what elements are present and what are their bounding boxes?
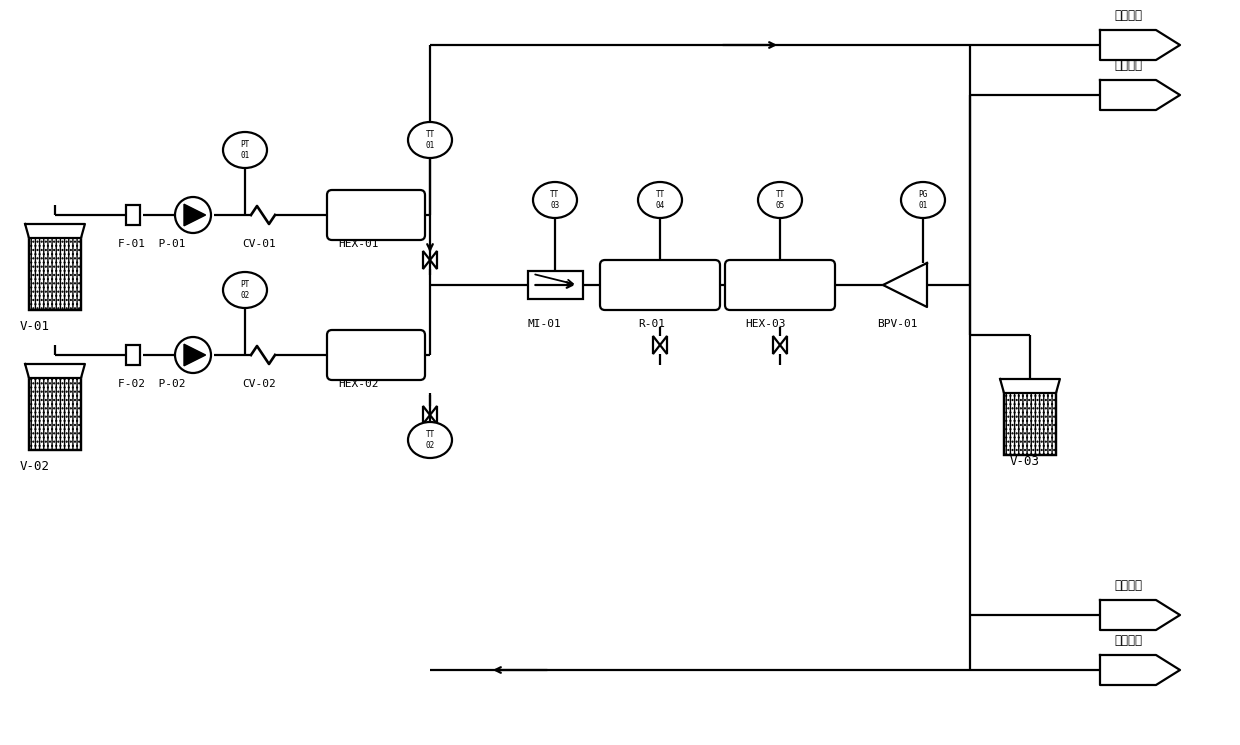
Ellipse shape [223,272,267,308]
Bar [527,271,583,299]
Polygon shape [1100,655,1180,685]
Text: 导热油去: 导热油去 [1114,9,1142,22]
Polygon shape [1001,379,1060,393]
Text: F-02  P-02: F-02 P-02 [118,379,186,389]
FancyBboxPatch shape [725,260,835,310]
Ellipse shape [758,182,802,218]
Text: PG
01: PG 01 [919,190,928,209]
Text: TT
01: TT 01 [425,130,435,150]
Text: F-01  P-01: F-01 P-01 [118,239,186,249]
Text: CV-02: CV-02 [242,379,275,389]
Text: V-02: V-02 [20,460,50,473]
Polygon shape [430,406,436,424]
Bar [29,370,81,450]
Circle shape [175,197,211,233]
Bar [29,230,81,310]
Polygon shape [184,344,206,366]
FancyBboxPatch shape [327,330,425,380]
Text: PT
02: PT 02 [241,280,249,299]
Ellipse shape [408,422,453,458]
Polygon shape [423,406,430,424]
Polygon shape [430,251,436,269]
Ellipse shape [901,182,945,218]
Text: 导热油进: 导热油进 [1114,634,1142,647]
Ellipse shape [639,182,682,218]
Text: HEX-01: HEX-01 [339,239,378,249]
Text: CV-01: CV-01 [242,239,275,249]
FancyBboxPatch shape [600,260,720,310]
Polygon shape [1100,80,1180,110]
Text: 循环水去: 循环水去 [1114,59,1142,72]
Text: V-03: V-03 [1011,455,1040,468]
Polygon shape [883,263,928,307]
Text: V-01: V-01 [20,320,50,333]
Text: MI-01: MI-01 [527,319,560,329]
Ellipse shape [533,182,577,218]
Text: 循环水进: 循环水进 [1114,579,1142,592]
Polygon shape [25,224,84,238]
Ellipse shape [408,122,453,158]
Text: PT
01: PT 01 [241,140,249,159]
Polygon shape [660,336,667,354]
Text: BPV-01: BPV-01 [877,319,918,329]
Polygon shape [1100,600,1180,630]
Bar [126,205,140,225]
Text: TT
02: TT 02 [425,431,435,450]
Text: TT
03: TT 03 [551,190,559,209]
Text: TT
05: TT 05 [775,190,785,209]
Text: HEX-03: HEX-03 [745,319,785,329]
Bar [126,345,140,365]
Bar [29,230,81,310]
Polygon shape [184,204,206,226]
Polygon shape [423,251,430,269]
Text: R-01: R-01 [639,319,665,329]
Polygon shape [1100,30,1180,60]
Polygon shape [780,336,787,354]
Bar [1004,385,1056,455]
Text: HEX-02: HEX-02 [339,379,378,389]
Bar [29,370,81,450]
Polygon shape [773,336,780,354]
FancyBboxPatch shape [327,190,425,240]
Polygon shape [25,364,84,378]
Bar [1004,385,1056,455]
Circle shape [175,337,211,373]
Ellipse shape [223,132,267,168]
Text: TT
04: TT 04 [656,190,665,209]
Polygon shape [653,336,660,354]
